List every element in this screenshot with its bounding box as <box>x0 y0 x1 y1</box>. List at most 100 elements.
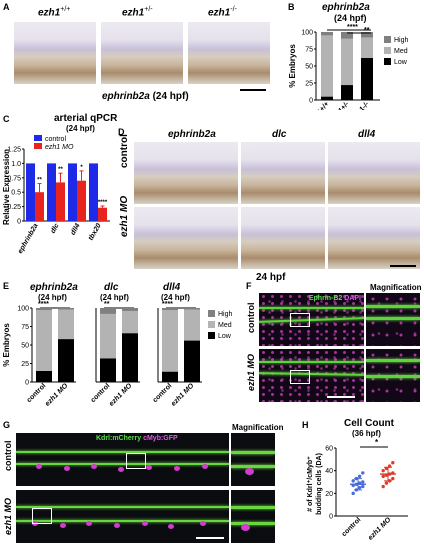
panel-h-xtick-label: control <box>341 516 363 538</box>
panel-f-row2-label: ezh1 MO <box>246 353 256 391</box>
panel-c-bar-control <box>26 163 35 221</box>
panel-e-bar-med <box>36 310 52 371</box>
panel-h-ytick-label: 40 <box>325 468 333 475</box>
panel-e-xtick-label: control <box>152 382 174 404</box>
panel-f-magnified-mo <box>366 349 420 402</box>
panel-c-ytick-label: 1.0 <box>11 161 21 168</box>
panel-c-bar-mo <box>98 207 107 221</box>
panel-h-ytick-label: 0 <box>329 514 333 521</box>
panel-a-col1-header: ezh1+/+ <box>38 6 71 19</box>
panel-e-bar-low <box>100 358 116 382</box>
panel-g-magnification-label: Magnification <box>232 423 284 432</box>
panel-e-bar-high <box>162 308 178 311</box>
panel-e-ytick-label: 75 <box>21 324 29 331</box>
panel-b-title: ephrinb2a <box>322 2 370 13</box>
panel-b-ylabel: % Embryos <box>288 44 297 88</box>
panel-h-point <box>361 471 365 475</box>
panel-g-label: G <box>3 420 11 430</box>
panel-b-ytick-label: 25 <box>305 81 313 88</box>
panel-e-xtick-label: control <box>90 382 112 404</box>
panel-d-image-mo-ephrinb2a <box>134 207 238 269</box>
panel-d-col2-header: dlc <box>272 129 287 140</box>
panel-e-legend-label: Med <box>218 322 232 329</box>
panel-c-legend-swatch-mo <box>34 143 42 149</box>
panel-c-xtick-label: ephrinb2a <box>17 222 40 255</box>
panel-h-point <box>357 474 362 479</box>
panel-g-roi-box-mo <box>32 508 52 524</box>
panel-f-row1-label: control <box>246 302 256 334</box>
panel-f-magnification-label: Magnification <box>370 283 422 292</box>
panel-d-col3-header: dll4 <box>358 129 376 140</box>
panel-b-chart: % Embryos 0255075100ezh1+/+ezh1+/-ezh1-/… <box>288 24 409 110</box>
panel-b-legend-swatch <box>384 47 391 54</box>
panel-e-bar-high <box>100 308 116 314</box>
panel-e-bar-low <box>162 371 178 382</box>
panel-a-col2-header: ezh1+/- <box>122 6 153 19</box>
panel-d-col1-header: ephrinb2a <box>168 129 216 140</box>
panel-e-bar-high <box>184 308 200 310</box>
panel-c-bar-mo <box>56 182 65 221</box>
panel-e-bar-high <box>58 308 74 310</box>
panel-f-roi-box-control <box>290 313 310 327</box>
panel-a-scale-bar <box>240 89 266 91</box>
panel-e-ytick-label: 100 <box>17 306 29 313</box>
panel-h-point <box>381 484 385 489</box>
panel-h-point <box>381 474 385 479</box>
panel-g-scale-bar <box>196 537 224 539</box>
panel-f-scale-bar <box>327 396 355 398</box>
panel-h-point <box>357 485 362 490</box>
panel-g-image-control: Kdrl:mCherry cMyb:GFP <box>16 433 229 486</box>
panel-c-subtitle: (24 hpf) <box>66 124 95 133</box>
panel-b-sig2: ** <box>364 27 370 34</box>
panel-e-sig2: ** <box>104 301 110 308</box>
panel-a-col3-header: ezh1-/- <box>208 6 237 19</box>
panel-c-sig-label: * <box>80 165 83 171</box>
panel-b-ytick-label: 0 <box>309 98 313 105</box>
panel-e-legend-swatch <box>208 310 215 317</box>
panel-c-sig-label: ** <box>37 178 42 184</box>
panel-a-image-wt <box>14 22 96 84</box>
panel-b-sig1: **** <box>347 24 358 31</box>
panel-h-ytick-label: 20 <box>325 491 333 498</box>
panel-c-sig-label: ** <box>58 167 63 173</box>
panel-c-xtick-label: dll4 <box>70 222 82 236</box>
panel-b-bar-high <box>341 32 353 39</box>
panel-g-magnified-mo <box>231 490 275 543</box>
panel-b-ytick-label: 50 <box>305 64 313 71</box>
panel-e-bar-med <box>58 309 74 340</box>
panel-d-image-mo-dll4 <box>328 207 420 269</box>
panel-e-legend-swatch <box>208 332 215 339</box>
panel-h-ytick-label: 60 <box>325 446 333 453</box>
panel-h-chart: # of Kdrl⁺/cMyb⁺ budding cells (DA) 0 20 4… <box>307 438 408 542</box>
panel-c-legend-control: control <box>45 136 66 143</box>
panel-g-row1-label: control <box>3 440 13 472</box>
panel-b-ytick-label: 75 <box>305 47 313 54</box>
panel-b-bar-high <box>321 32 333 36</box>
panel-d-caption: 24 hpf <box>256 272 286 283</box>
panel-c-bar-control <box>68 163 77 221</box>
panel-g-roi-box-control <box>126 453 146 469</box>
panel-b-subtitle: (24 hpf) <box>334 13 367 23</box>
panel-a-image-het <box>101 22 183 84</box>
panel-b-label: B <box>288 2 295 12</box>
panel-b-bar-med <box>361 37 373 58</box>
panel-c-xtick-label: dlc <box>50 222 61 234</box>
panel-b-legend-label: Low <box>394 59 408 66</box>
panel-h-point <box>381 468 385 473</box>
panel-e-legend-label: Low <box>218 333 232 340</box>
panel-c-legend-mo: ezh1 MO <box>45 144 74 151</box>
panel-b-bar-low <box>341 85 353 100</box>
panel-h-point <box>351 479 355 483</box>
panel-e-bar-high <box>122 308 138 311</box>
panel-g-row2-label: ezh1 MO <box>3 497 13 535</box>
panel-c-xtick-label: tbx20 <box>88 222 103 241</box>
panel-b-legend-swatch <box>384 36 391 43</box>
panel-h-label: H <box>302 420 309 430</box>
panel-e-bar-low <box>58 339 74 382</box>
panel-e-sub3-subtitle: (24 hpf) <box>161 293 190 302</box>
panel-e-xtick-label: ezh1 MO <box>44 382 70 408</box>
panel-e-bar-med <box>162 310 178 372</box>
panel-c-bar-mo <box>35 192 44 221</box>
panel-e-bar-high <box>36 308 52 311</box>
panel-c-ytick-label: 0.5 <box>11 190 21 197</box>
